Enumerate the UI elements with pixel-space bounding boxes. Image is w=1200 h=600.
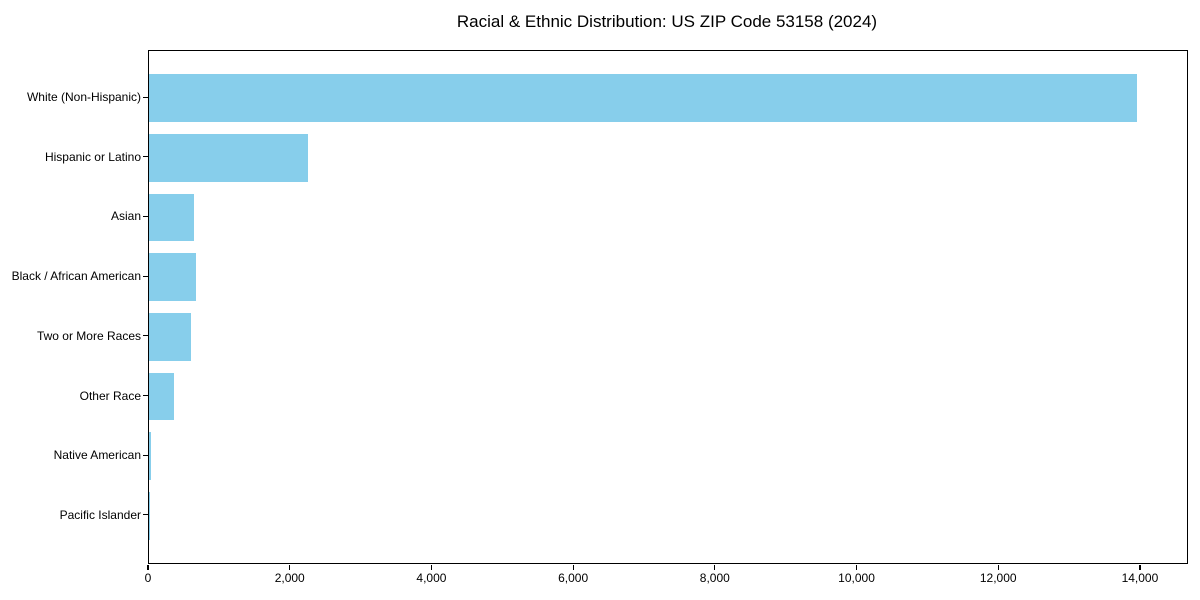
y-tick-label-black-african-american: Black / African American <box>11 269 141 284</box>
y-tick-label-two-or-more-races: Two or More Races <box>36 328 141 343</box>
y-tick-label-asian: Asian <box>110 209 141 224</box>
y-tick-label-hispanic-or-latino: Hispanic or Latino <box>44 149 141 164</box>
x-tick-mark <box>855 565 858 570</box>
y-tick-mark <box>143 514 148 516</box>
x-tick-mark <box>289 565 291 570</box>
y-tick-label-white-non-hispanic: White (Non-Hispanic) <box>26 90 141 105</box>
x-tick-mark <box>1139 565 1141 570</box>
plot-area <box>148 50 1188 564</box>
x-tick-label-10000: 10,000 <box>838 571 875 585</box>
bar-white-non-hispanic <box>149 74 1138 122</box>
y-tick-label-pacific-islander: Pacific Islander <box>59 507 141 522</box>
x-tick-label-6000: 6,000 <box>558 571 589 585</box>
bar-asian <box>149 193 195 242</box>
y-tick-mark <box>143 96 148 98</box>
y-tick-mark <box>143 156 148 158</box>
x-tick-mark <box>997 565 999 570</box>
x-tick-mark <box>147 565 149 570</box>
x-tick-mark <box>572 565 574 570</box>
y-tick-mark <box>143 335 148 337</box>
y-tick-mark <box>143 394 148 397</box>
x-tick-mark <box>430 565 432 570</box>
x-tick-mark <box>714 565 716 570</box>
x-tick-label-8000: 8,000 <box>699 571 730 585</box>
y-tick-mark <box>143 454 148 456</box>
x-tick-label-4000: 4,000 <box>416 571 447 585</box>
x-tick-label-0: 0 <box>144 571 152 585</box>
x-tick-label-2000: 2,000 <box>274 571 305 585</box>
y-tick-mark <box>143 275 148 277</box>
y-tick-label-native-american: Native American <box>53 448 141 463</box>
x-tick-label-12000: 12,000 <box>979 571 1017 585</box>
bar-two-or-more-races <box>149 312 191 361</box>
bar-black-african-american <box>149 253 196 302</box>
y-tick-mark <box>143 215 148 218</box>
bar-hispanic-or-latino <box>149 133 309 182</box>
bar-native-american <box>149 432 151 481</box>
chart-title: Racial & Ethnic Distribution: US ZIP Cod… <box>456 12 878 31</box>
y-tick-label-other-race: Other Race <box>79 388 141 403</box>
x-tick-label-14000: 14,000 <box>1121 571 1159 585</box>
bar-other-race <box>149 372 174 421</box>
